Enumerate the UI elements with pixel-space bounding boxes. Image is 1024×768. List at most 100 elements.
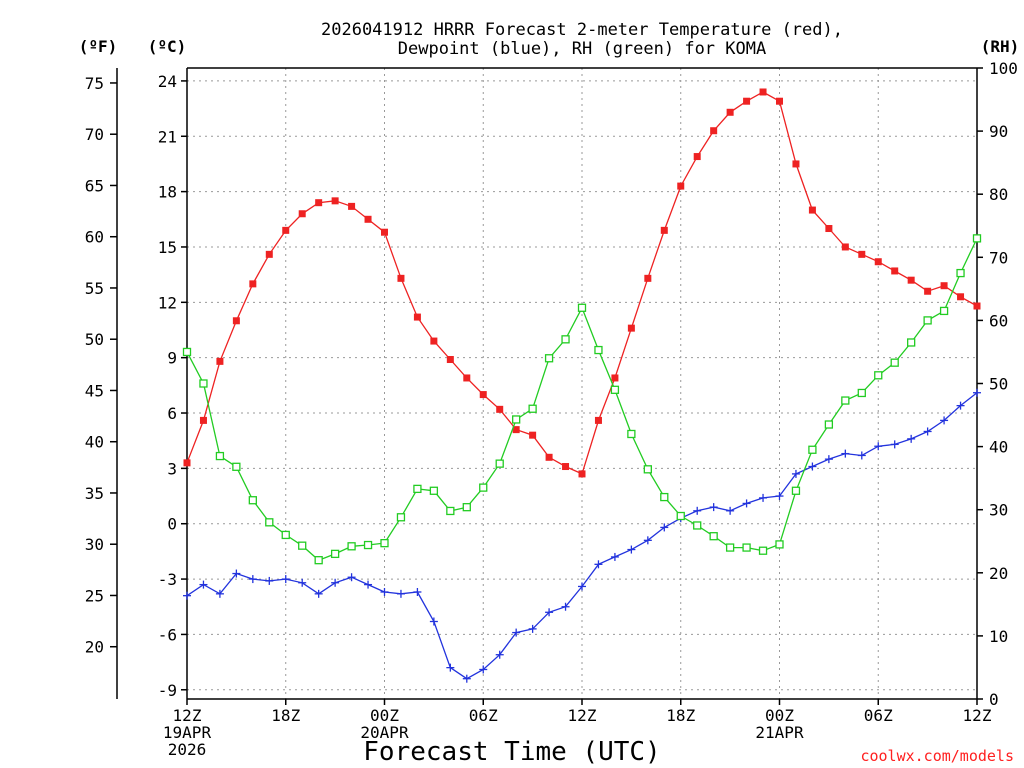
rh-tick-label: 100 xyxy=(989,59,1018,78)
dewpoint-point xyxy=(183,591,191,600)
dewpoint-point xyxy=(610,552,619,561)
celsius-unit-label: (ºC) xyxy=(148,37,187,56)
rh-point xyxy=(594,345,603,355)
dewpoint-point xyxy=(364,580,373,589)
rh-point xyxy=(182,347,192,357)
dewpoint-point xyxy=(331,578,340,587)
dewpoint-point xyxy=(199,580,208,589)
dewpoint-point xyxy=(841,449,850,458)
series-layer xyxy=(182,88,982,683)
rh-point xyxy=(413,484,422,494)
celsius-tick-label: -6 xyxy=(158,625,177,644)
rh-point xyxy=(265,518,274,527)
dewpoint-point xyxy=(824,455,833,464)
temp-point xyxy=(594,416,602,424)
rh-point xyxy=(709,532,718,541)
x-tick-label: 12Z xyxy=(963,706,992,725)
temp-point xyxy=(232,317,240,325)
rh-point xyxy=(429,486,439,495)
fahrenheit-tick-label: 50 xyxy=(85,330,104,349)
rh-point xyxy=(314,556,323,565)
temp-point xyxy=(479,391,487,399)
temp-point xyxy=(693,153,701,161)
fahrenheit-tick-label: 35 xyxy=(85,484,104,503)
rh-point xyxy=(808,445,817,454)
rh-point xyxy=(462,503,471,512)
rh-point xyxy=(495,459,504,468)
temp-point xyxy=(891,267,899,275)
rh-point xyxy=(610,385,620,394)
chart-title-line-2: Dewpoint (blue), RH (green) for KOMA xyxy=(398,39,766,59)
rh-point xyxy=(693,521,702,530)
dewpoint-point xyxy=(808,462,817,471)
dewpoint-point xyxy=(462,674,471,683)
rh-tick-label: 90 xyxy=(989,122,1008,141)
temp-point xyxy=(710,127,718,135)
dewpoint-point xyxy=(561,602,570,611)
rh-point xyxy=(923,316,932,325)
x-tick-label: 12Z xyxy=(568,706,597,725)
rh-point xyxy=(248,496,257,505)
dewpoint-point xyxy=(446,663,455,672)
dewpoint-point xyxy=(874,442,883,451)
dewpoint-point xyxy=(495,650,504,659)
rh-tick-label: 30 xyxy=(989,501,1008,520)
rh-point xyxy=(857,388,866,398)
grid-lines xyxy=(187,68,977,699)
x-axis-label: Forecast Time (UTC) xyxy=(363,737,660,767)
celsius-tick-label: 3 xyxy=(167,459,177,478)
x-tick-label: 12Z xyxy=(173,706,202,725)
temp-point xyxy=(512,426,520,434)
rh-point xyxy=(215,451,225,461)
temp-point xyxy=(907,276,915,284)
temp-point xyxy=(792,160,800,168)
fahrenheit-tick-label: 75 xyxy=(85,74,104,93)
temp-point xyxy=(562,463,570,471)
celsius-tick-label: 12 xyxy=(158,293,177,312)
temp-point xyxy=(249,280,257,288)
temp-point xyxy=(627,324,635,332)
rh-point xyxy=(758,546,768,555)
fahrenheit-tick-label: 70 xyxy=(85,125,104,144)
fahrenheit-tick-label: 30 xyxy=(85,535,104,554)
rh-point xyxy=(512,415,521,424)
dewpoint-point xyxy=(956,401,965,410)
dewpoint-point xyxy=(775,492,784,501)
temp-point xyxy=(808,206,816,214)
dewpoint-point xyxy=(923,427,932,436)
dewpoint-point xyxy=(479,665,488,674)
temp-point xyxy=(940,282,948,290)
dewpoint-point xyxy=(973,388,981,397)
rh-point xyxy=(643,465,652,474)
x-tick-label: 00Z xyxy=(765,706,794,725)
rh-point xyxy=(298,541,307,550)
celsius-tick-label: 18 xyxy=(158,183,177,202)
temp-point xyxy=(199,416,207,424)
x-tick-label: 21APR xyxy=(755,723,804,742)
dewpoint-point xyxy=(528,624,537,633)
rh-point xyxy=(627,429,636,439)
fahrenheit-tick-label: 45 xyxy=(85,381,104,400)
rh-tick-label: 50 xyxy=(989,375,1008,394)
fahrenheit-tick-label: 65 xyxy=(85,176,104,195)
rh-point xyxy=(232,462,241,471)
rh-point xyxy=(544,354,554,363)
dewpoint-point xyxy=(594,560,603,569)
dewpoint-point xyxy=(940,416,949,425)
fahrenheit-tick-label: 25 xyxy=(85,586,104,605)
rh-unit-label: (RH) xyxy=(981,37,1020,56)
temp-point xyxy=(298,210,306,218)
rh-point xyxy=(824,420,834,429)
rh-point xyxy=(396,513,406,522)
celsius-tick-label: 9 xyxy=(167,349,177,368)
rh-point xyxy=(347,542,356,551)
dewpoint-point xyxy=(215,589,224,598)
celsius-tick-label: 6 xyxy=(167,404,177,423)
celsius-tick-label: -3 xyxy=(158,570,177,589)
celsius-tick-label: 24 xyxy=(158,72,177,91)
temp-point xyxy=(381,228,388,236)
x-tick-label: 06Z xyxy=(864,706,893,725)
dewpoint-point xyxy=(709,503,718,512)
rh-point xyxy=(791,486,801,495)
rh-tick-label: 0 xyxy=(989,690,999,709)
